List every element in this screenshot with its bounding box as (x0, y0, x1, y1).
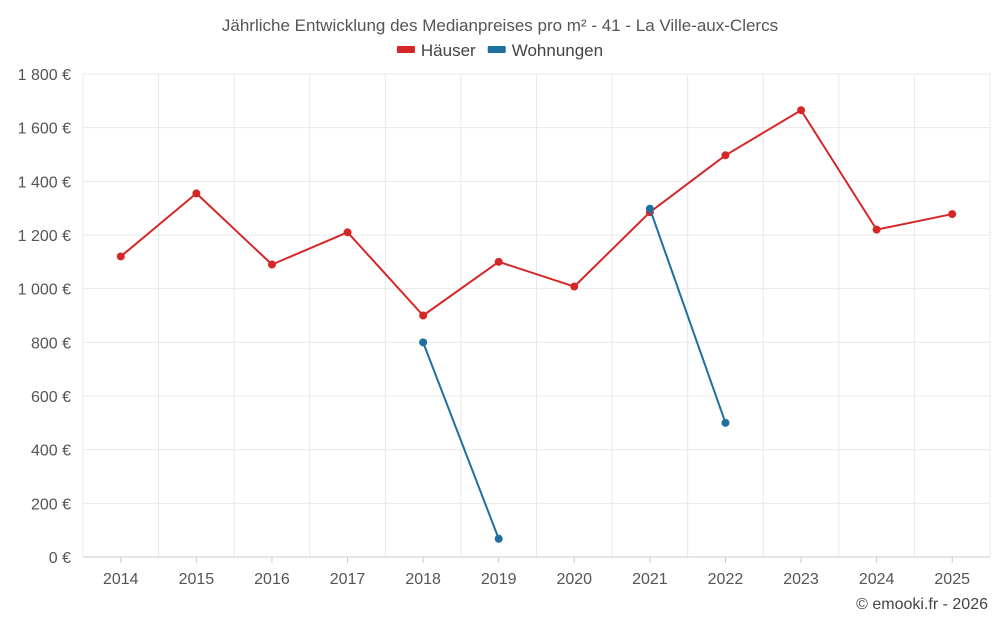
series-wohnungen (419, 204, 730, 543)
series-line (648, 208, 727, 424)
x-tick-label: 2018 (405, 571, 441, 588)
y-tick-label: 600 € (31, 389, 71, 406)
legend-swatch[interactable] (396, 46, 415, 53)
axis-layer: 0 € 200 € 400 € 600 € 800 € 1 000 € 1 200 € 1 4… (18, 67, 990, 588)
data-point[interactable] (116, 252, 125, 261)
y-tick-label: 800 € (31, 335, 71, 352)
y-tick-label: 1 600 € (18, 121, 71, 138)
x-tick-label: 2014 (103, 571, 139, 588)
series-line (120, 109, 953, 317)
x-tick-label: 2022 (708, 571, 744, 588)
series-haeuser (116, 106, 957, 320)
grid-layer (82, 73, 991, 558)
data-point[interactable] (645, 204, 654, 213)
x-tick-label: 2023 (783, 571, 819, 588)
data-point[interactable] (948, 210, 957, 219)
y-tick-label: 1 400 € (18, 174, 71, 191)
y-tick-label: 1 800 € (18, 67, 71, 84)
legend[interactable]: Häuser Wohnungen (396, 41, 603, 60)
x-tick-label: 2025 (934, 571, 970, 588)
data-point[interactable] (343, 228, 352, 237)
data-point[interactable] (419, 311, 428, 320)
x-tick-label: 2016 (254, 571, 290, 588)
y-tick-label: 200 € (31, 496, 71, 513)
series-line (422, 341, 500, 540)
data-point[interactable] (721, 418, 730, 427)
x-tick-label: 2019 (481, 571, 517, 588)
data-point[interactable] (721, 151, 730, 160)
data-point[interactable] (797, 106, 806, 115)
data-point[interactable] (494, 257, 503, 266)
x-tick-label: 2015 (179, 571, 215, 588)
data-point[interactable] (419, 338, 428, 347)
legend-swatch[interactable] (487, 46, 506, 53)
legend-label[interactable]: Wohnungen (512, 41, 603, 60)
data-point[interactable] (570, 282, 579, 291)
data-point[interactable] (192, 189, 201, 198)
y-tick-label: 400 € (31, 443, 71, 460)
x-tick-label: 2017 (330, 571, 366, 588)
copyright-credit: © emooki.fr - 2026 (856, 596, 988, 613)
x-tick-label: 2024 (859, 571, 895, 588)
series-layer (116, 106, 957, 543)
y-tick-label: 1 200 € (18, 228, 71, 245)
legend-label[interactable]: Häuser (421, 41, 476, 60)
data-point[interactable] (872, 225, 881, 234)
data-point[interactable] (494, 534, 503, 543)
data-point[interactable] (267, 260, 276, 269)
y-tick-label: 0 € (49, 550, 71, 567)
x-tick-label: 2021 (632, 571, 668, 588)
x-tick-label: 2020 (556, 571, 592, 588)
y-tick-label: 1 000 € (18, 282, 71, 299)
chart-title: Jährliche Entwicklung des Medianpreises … (222, 16, 778, 35)
